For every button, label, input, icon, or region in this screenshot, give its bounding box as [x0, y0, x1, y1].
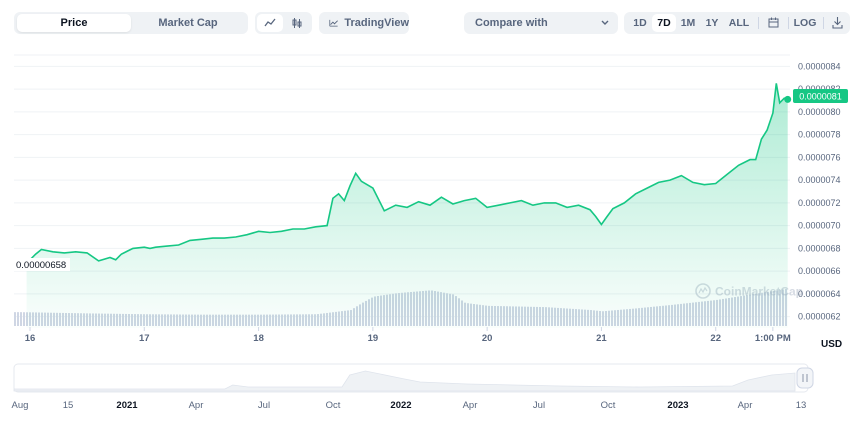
range-all[interactable]: ALL — [728, 17, 750, 29]
y-tick-label: 0.0000084 — [798, 61, 841, 71]
navigator-tick-label: 2023 — [667, 400, 688, 411]
compare-label: Compare with — [475, 17, 548, 29]
x-tick-label: 22 — [710, 333, 721, 344]
x-tick-label: 1:00 PM — [755, 333, 791, 344]
y-tick-label: 0.0000068 — [798, 243, 841, 253]
x-tick-label: 18 — [253, 333, 264, 344]
navigator-tick-label: Jul — [533, 400, 545, 411]
volume-bar — [14, 312, 16, 326]
navigator-tick-label: 13 — [796, 400, 807, 411]
chart-toolbar: Price Market Cap TradingView Compare wit… — [0, 0, 860, 46]
range-1m[interactable]: 1M — [680, 17, 696, 29]
navigator-tick-label: Jul — [258, 400, 270, 411]
candlestick-icon[interactable] — [284, 14, 310, 32]
tab-price[interactable]: Price — [17, 14, 131, 32]
range-7d[interactable]: 7D — [652, 14, 676, 32]
line-chart-icon[interactable] — [257, 14, 283, 32]
last-price-dot — [784, 95, 792, 103]
log-scale-toggle[interactable]: LOG — [793, 17, 817, 29]
y-tick-label: 0.0000076 — [798, 152, 841, 162]
range-1y[interactable]: 1Y — [705, 17, 719, 29]
range-navigator[interactable] — [13, 363, 814, 393]
navigator-tick-label: Oct — [326, 400, 341, 411]
currency-label: USD — [821, 339, 842, 350]
x-tick-label: 16 — [25, 333, 36, 344]
drag-handle-icon[interactable] — [796, 367, 814, 389]
y-tick-label: 0.0000078 — [798, 130, 841, 140]
y-axis: 0.0000062 0.0000064 0.0000066 0.0000068 0.00… — [798, 61, 841, 321]
navigator-tick-label: 2022 — [390, 400, 411, 411]
divider — [823, 17, 824, 29]
x-axis: 16 17 18 19 20 21 22 1:00 PM — [25, 327, 791, 344]
divider — [788, 17, 789, 29]
x-tick-label: 17 — [139, 333, 150, 344]
navigator-tick-label: Apr — [463, 400, 478, 411]
price-line — [25, 83, 788, 270]
calendar-icon[interactable] — [762, 14, 784, 32]
time-range-selector: 1D 7D 1M 1Y ALL LOG — [624, 12, 850, 34]
current-price-text: 0.0000081 — [799, 92, 842, 102]
trend-icon — [329, 19, 338, 27]
low-price-text: 0.00000658 — [16, 260, 66, 271]
navigator-tick-label: Oct — [601, 400, 616, 411]
y-tick-label: 0.0000074 — [798, 175, 841, 185]
current-price-badge: 0.0000081 — [793, 89, 848, 103]
volume-bar — [23, 312, 25, 326]
compare-with-dropdown[interactable]: Compare with — [464, 12, 618, 34]
y-tick-label: 0.0000072 — [798, 198, 841, 208]
chart-style-switch — [255, 12, 312, 34]
x-tick-label: 20 — [482, 333, 493, 344]
navigator-series — [13, 370, 796, 392]
y-tick-label: 0.0000080 — [798, 107, 841, 117]
tradingview-label: TradingView — [344, 17, 409, 29]
tab-market-cap[interactable]: Market Cap — [158, 17, 218, 29]
chevron-down-icon — [600, 12, 610, 42]
x-tick-label: 21 — [596, 333, 607, 344]
price-marketcap-switch: Price Market Cap — [14, 12, 248, 34]
navigator-tick-label: Apr — [189, 400, 204, 411]
navigator-tick-label: Apr — [738, 400, 753, 411]
y-tick-label: 0.0000070 — [798, 221, 841, 231]
navigator-tick-label: 2021 — [116, 400, 138, 411]
navigator-tick-label: Aug — [12, 400, 29, 411]
x-tick-label: 19 — [368, 333, 379, 344]
download-icon[interactable] — [826, 14, 848, 32]
divider — [758, 17, 759, 29]
volume-bar — [17, 312, 19, 326]
y-tick-label: 0.0000064 — [798, 289, 841, 299]
price-area — [26, 83, 788, 329]
volume-bar — [20, 312, 22, 326]
y-tick-label: 0.0000062 — [798, 312, 841, 322]
navigator-tick-label: 15 — [63, 400, 74, 411]
range-1d[interactable]: 1D — [633, 17, 647, 29]
tradingview-button[interactable]: TradingView — [319, 12, 409, 34]
low-price-label: 0.00000658 — [14, 258, 70, 271]
y-tick-label: 0.0000066 — [798, 266, 841, 276]
navigator-axis: Aug 15 2021 Apr Jul Oct 2022 Apr Jul Oct 2023 Apr 13 — [12, 400, 807, 411]
